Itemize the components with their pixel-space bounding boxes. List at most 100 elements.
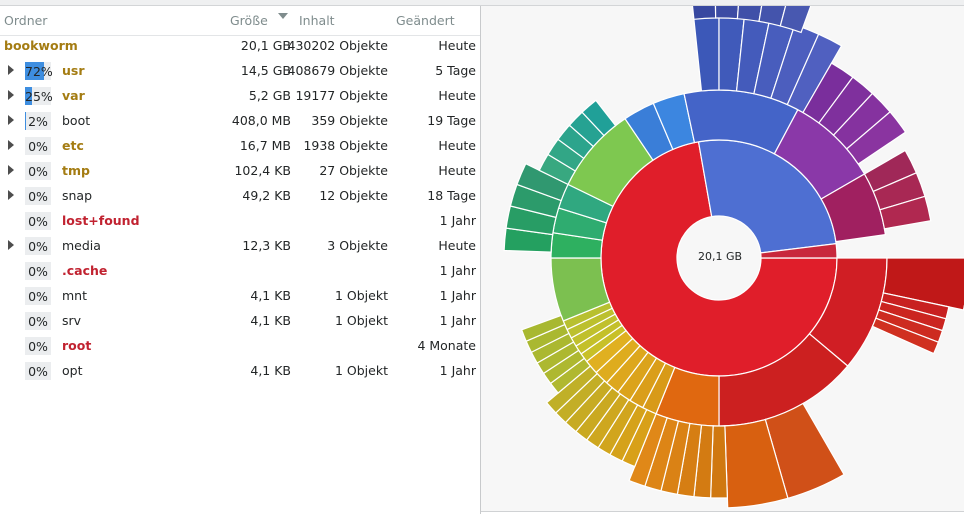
sunburst-deep[interactable] (879, 195, 932, 230)
folder-size: 102,4 KB (234, 163, 291, 178)
folder-contents: 1 Objekt (334, 313, 388, 328)
folder-contents: 408679 Objekte (287, 63, 388, 78)
top-border (0, 0, 964, 6)
expand-arrow-icon[interactable] (8, 140, 14, 150)
usage-percent: 0% (28, 314, 48, 329)
folder-contents: 1 Objekt (334, 363, 388, 378)
expand-arrow-icon[interactable] (8, 65, 14, 75)
folder-modified: 1 Jahr (439, 288, 476, 303)
folder-row[interactable]: 0% tmp 102,4 KB 27 Objekte Heute (0, 159, 480, 184)
sunburst-other[interactable] (760, 242, 838, 259)
sunburst-deep[interactable] (845, 111, 907, 165)
usage-bar: 0% (25, 162, 51, 180)
folder-name: var (62, 88, 85, 103)
sunburst-chart[interactable] (481, 6, 964, 511)
usage-percent: 0% (28, 139, 48, 154)
folder-name: media (62, 238, 101, 253)
folder-modified: Heute (438, 88, 476, 103)
folder-name: usr (62, 63, 85, 78)
folder-modified: 18 Tage (427, 188, 476, 203)
folder-size: 14,5 GB (240, 63, 291, 78)
usage-bar: 0% (25, 212, 51, 230)
sort-descending-icon[interactable] (278, 13, 288, 19)
folder-contents: 12 Objekte (319, 188, 388, 203)
usage-percent: 0% (28, 164, 48, 179)
expand-arrow-icon[interactable] (8, 90, 14, 100)
column-contents-header[interactable]: Inhalt (299, 13, 335, 28)
folder-name: tmp (62, 163, 90, 178)
expand-arrow-icon[interactable] (8, 190, 14, 200)
folder-row[interactable]: 2% boot 408,0 MB 359 Objekte 19 Tage (0, 109, 480, 134)
usage-bar: 72% (25, 62, 53, 80)
folder-size: 12,3 KB (242, 238, 291, 253)
folder-contents: 3 Objekte (327, 238, 388, 253)
expand-arrow-icon[interactable] (8, 240, 14, 250)
folder-modified: Heute (438, 163, 476, 178)
sunburst-deep[interactable] (714, 6, 740, 20)
usage-bar: 0% (25, 287, 51, 305)
folder-row[interactable]: 0% root 4 Monate (0, 334, 480, 359)
column-modified-header[interactable]: Geändert (396, 13, 455, 28)
folder-size: 49,2 KB (242, 188, 291, 203)
root-contents: 430202 Objekte (287, 38, 388, 53)
folder-name: root (62, 338, 92, 353)
folder-row[interactable]: 72% usr 14,5 GB 408679 Objekte 5 Tage (0, 59, 480, 84)
usage-bar: 0% (25, 137, 51, 155)
sunburst-deep[interactable] (520, 314, 566, 342)
sunburst-deep[interactable] (690, 6, 717, 20)
column-size-header[interactable]: Größe (230, 13, 268, 28)
usage-percent: 0% (28, 189, 48, 204)
root-modified: Heute (438, 38, 476, 53)
folder-modified: 4 Monate (417, 338, 476, 353)
folder-row[interactable]: 0% .cache 1 Jahr (0, 259, 480, 284)
usage-bar: 25% (25, 87, 53, 105)
folder-modified: 5 Tage (435, 63, 476, 78)
expand-arrow-icon[interactable] (8, 165, 14, 175)
folder-name: srv (62, 313, 82, 328)
folder-row[interactable]: 0% srv 4,1 KB 1 Objekt 1 Jahr (0, 309, 480, 334)
expand-arrow-icon[interactable] (8, 115, 14, 125)
sunburst-deep[interactable] (779, 6, 813, 34)
usage-percent: 0% (28, 264, 48, 279)
folder-row[interactable]: 0% lost+found 1 Jahr (0, 209, 480, 234)
folder-tree[interactable]: Ordner Größe Inhalt Geändert bookworm 20… (0, 6, 480, 514)
sunburst-center-label[interactable]: 20,1 GB (697, 250, 743, 263)
usage-percent: 0% (28, 339, 48, 354)
folder-name: snap (62, 188, 93, 203)
folder-contents: 27 Objekte (319, 163, 388, 178)
root-size: 20,1 GB (240, 38, 291, 53)
folder-size: 4,1 KB (250, 288, 291, 303)
root-row[interactable]: bookworm 20,1 GB 430202 Objekte Heute (0, 34, 480, 59)
sunburst-deep[interactable] (692, 12, 720, 92)
folder-row[interactable]: 25% var 5,2 GB 19177 Objekte Heute (0, 84, 480, 109)
folder-row[interactable]: 0% mnt 4,1 KB 1 Objekt 1 Jahr (0, 284, 480, 309)
folder-row[interactable]: 0% opt 4,1 KB 1 Objekt 1 Jahr (0, 359, 480, 384)
folder-name: .cache (62, 263, 108, 278)
usage-bar: 0% (25, 362, 51, 380)
folder-row[interactable]: 0% snap 49,2 KB 12 Objekte 18 Tage (0, 184, 480, 209)
folder-modified: 1 Jahr (439, 363, 476, 378)
usage-percent: 0% (28, 364, 48, 379)
column-header: Ordner Größe Inhalt Geändert (0, 6, 480, 36)
folder-name: etc (62, 138, 84, 153)
column-name-header[interactable]: Ordner (4, 13, 48, 28)
folder-modified: 1 Jahr (439, 313, 476, 328)
sunburst-deep[interactable] (581, 99, 617, 137)
folder-modified: 1 Jahr (439, 213, 476, 228)
sunburst-deep[interactable] (871, 317, 940, 355)
folder-row[interactable]: 0% media 12,3 KB 3 Objekte Heute (0, 234, 480, 259)
usage-bar: 0% (25, 237, 51, 255)
folder-row[interactable]: 0% etc 16,7 MB 1938 Objekte Heute (0, 134, 480, 159)
pane-splitter[interactable] (480, 6, 481, 514)
folder-name: mnt (62, 288, 87, 303)
folder-contents: 1938 Objekte (303, 138, 388, 153)
sunburst-chart-pane[interactable]: 20,1 GB (481, 6, 964, 512)
folder-contents: 1 Objekt (334, 288, 388, 303)
folder-modified: Heute (438, 138, 476, 153)
root-name: bookworm (4, 38, 78, 53)
folder-name: opt (62, 363, 83, 378)
usage-bar-fill (25, 112, 26, 130)
folder-modified: Heute (438, 238, 476, 253)
usage-bar: 0% (25, 187, 51, 205)
usage-percent: 0% (28, 239, 48, 254)
